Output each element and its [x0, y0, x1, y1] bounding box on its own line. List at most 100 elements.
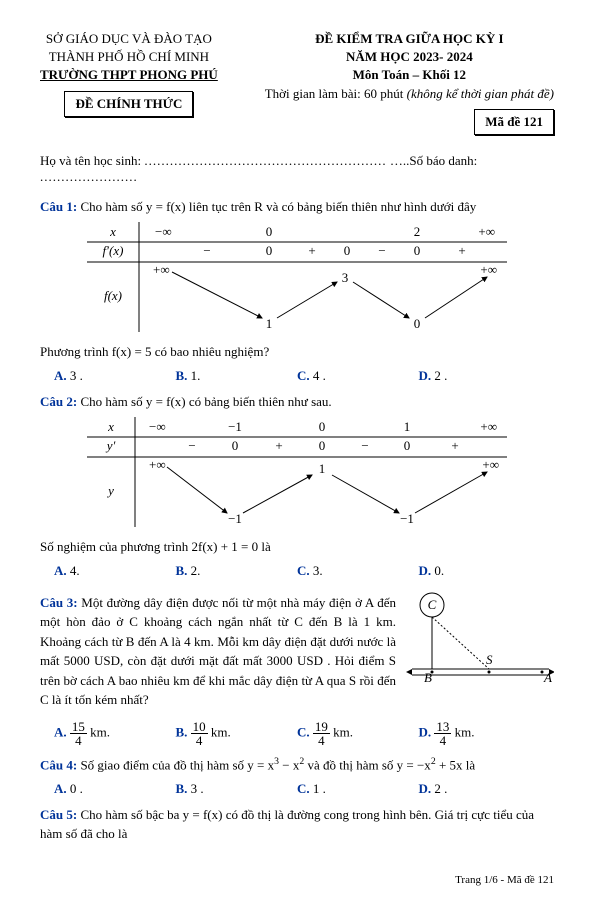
q3-diagram: C B S A — [396, 587, 554, 701]
svg-text:1: 1 — [266, 316, 273, 331]
svg-text:−∞: −∞ — [155, 224, 172, 239]
svg-text:+: + — [458, 243, 465, 258]
svg-text:y′: y′ — [105, 438, 116, 453]
svg-text:+∞: +∞ — [478, 224, 495, 239]
q2-label: Câu 2: — [40, 394, 77, 409]
q3-answer-a: A. 154 km. — [54, 720, 176, 747]
svg-text:1: 1 — [319, 461, 326, 476]
q1-answers: A. 3 . B. 1. C. 4 . D. 2 . — [40, 368, 554, 384]
q5-label: Câu 5: — [40, 807, 77, 822]
svg-text:y: y — [106, 483, 114, 498]
q3-label: Câu 3: — [40, 595, 78, 610]
q2-answer-c: C. 3. — [297, 563, 419, 579]
svg-text:0: 0 — [266, 243, 273, 258]
q4-text-b: − x — [279, 757, 299, 772]
q2-followup: Số nghiệm của phương trình 2f(x) + 1 = 0… — [40, 537, 554, 557]
svg-text:1: 1 — [404, 419, 411, 434]
svg-text:+∞: +∞ — [153, 262, 170, 277]
exam-time-note: (không kể thời gian phát đề) — [407, 86, 554, 101]
question-5: Câu 5: Cho hàm số bậc ba y = f(x) có đồ … — [40, 805, 554, 844]
q1-answer-a: A. 3 . — [54, 368, 176, 384]
svg-text:0: 0 — [404, 438, 411, 453]
name-label: Họ và tên học sinh: — [40, 153, 144, 168]
sbd-dots: ....................... — [40, 169, 138, 184]
exam-time: Thời gian làm bài: 60 phút (không kể thờ… — [265, 85, 554, 103]
q4-answer-a: A. 0 . — [54, 781, 176, 797]
exam-title-1: ĐỀ KIỂM TRA GIỮA HỌC KỲ I — [265, 30, 554, 48]
q3-text: Một đường dây điện được nối từ một nhà m… — [40, 595, 396, 708]
exam-time-text: Thời gian làm bài: 60 phút — [265, 86, 407, 101]
student-info-line: Họ và tên học sinh: ....................… — [40, 153, 554, 185]
page-footer: Trang 1/6 - Mã đề 121 — [40, 874, 554, 886]
name-dots: ........................................… — [144, 153, 386, 168]
official-exam-box: ĐỀ CHÍNH THỨC — [64, 91, 193, 117]
q1-answer-c: C. 4 . — [297, 368, 419, 384]
svg-text:2: 2 — [414, 224, 421, 239]
exam-subject: Môn Toán – Khối 12 — [265, 66, 554, 84]
school-name: TRƯỜNG THPT PHONG PHÚ — [40, 66, 218, 84]
q4-label: Câu 4: — [40, 757, 77, 772]
svg-text:x: x — [107, 419, 114, 434]
svg-text:+: + — [308, 243, 315, 258]
svg-text:−: − — [361, 438, 368, 453]
q3-answer-d: D. 134 km. — [419, 720, 541, 747]
svg-text:0: 0 — [319, 438, 326, 453]
svg-text:f′(x): f′(x) — [103, 243, 124, 258]
svg-text:0: 0 — [344, 243, 351, 258]
q3-answer-c: C. 194 km. — [297, 720, 419, 747]
svg-text:f(x): f(x) — [104, 288, 122, 303]
org-line-2: THÀNH PHỐ HỒ CHÍ MINH — [40, 48, 218, 66]
q4-answer-c: C. 1 . — [297, 781, 419, 797]
svg-text:S: S — [486, 652, 493, 667]
svg-text:0: 0 — [414, 316, 421, 331]
svg-text:0: 0 — [414, 243, 421, 258]
header-right: ĐỀ KIỂM TRA GIỮA HỌC KỲ I NĂM HỌC 2023- … — [265, 30, 554, 135]
svg-text:0: 0 — [266, 224, 273, 239]
q1-label: Câu 1: — [40, 199, 77, 214]
q2-answer-b: B. 2. — [176, 563, 298, 579]
svg-text:0: 0 — [232, 438, 239, 453]
q3-answer-b: B. 104 km. — [176, 720, 298, 747]
q4-text-d: + 5x là — [436, 757, 475, 772]
svg-text:3: 3 — [342, 270, 349, 285]
exam-code-box: Mã đề 121 — [474, 109, 554, 135]
question-4: Câu 4: Số giao điểm của đồ thị hàm số y … — [40, 755, 554, 775]
q1-answer-b: B. 1. — [176, 368, 298, 384]
q1-variation-table: x f′(x) f(x) −∞ 0 2 +∞ − 0 + 0 − 0 + +∞ … — [40, 222, 554, 336]
svg-text:−: − — [378, 243, 385, 258]
header-left: SỞ GIÁO DỤC VÀ ĐÀO TẠO THÀNH PHỐ HỒ CHÍ … — [40, 30, 218, 135]
svg-text:−: − — [203, 243, 210, 258]
svg-text:−1: −1 — [228, 511, 242, 526]
svg-text:0: 0 — [319, 419, 326, 434]
q4-text-c: và đồ thị hàm số y = −x — [304, 757, 431, 772]
question-1: Câu 1: Cho hàm số y = f(x) liên tục trên… — [40, 197, 554, 217]
svg-text:+∞: +∞ — [482, 457, 499, 472]
svg-text:−: − — [188, 438, 195, 453]
svg-text:+∞: +∞ — [149, 457, 166, 472]
q1-followup: Phương trình f(x) = 5 có bao nhiêu nghiệ… — [40, 342, 554, 362]
svg-text:+: + — [275, 438, 282, 453]
svg-text:+∞: +∞ — [480, 262, 497, 277]
q4-answers: A. 0 . B. 3 . C. 1 . D. 2 . — [40, 781, 554, 797]
svg-text:+∞: +∞ — [480, 419, 497, 434]
svg-text:x: x — [109, 224, 116, 239]
q5-text: Cho hàm số bậc ba y = f(x) có đồ thị là … — [40, 807, 534, 842]
q3-answers: A. 154 km. B. 104 km. C. 194 km. D. 134 … — [40, 720, 554, 747]
svg-text:−1: −1 — [400, 511, 414, 526]
q1-answer-d: D. 2 . — [419, 368, 541, 384]
q4-text-a: Số giao điểm của đồ thị hàm số y = x — [77, 757, 274, 772]
svg-text:C: C — [428, 597, 437, 612]
sbd-label: Số báo danh: — [409, 153, 477, 168]
q4-answer-d: D. 2 . — [419, 781, 541, 797]
question-3: Câu 3: Một đường dây điện được nối từ mộ… — [40, 593, 396, 710]
q2-answers: A. 4. B. 2. C. 3. D. 0. — [40, 563, 554, 579]
svg-text:+: + — [451, 438, 458, 453]
q1-text: Cho hàm số y = f(x) liên tục trên R và c… — [77, 199, 476, 214]
q4-answer-b: B. 3 . — [176, 781, 298, 797]
svg-text:−1: −1 — [228, 419, 242, 434]
header: SỞ GIÁO DỤC VÀ ĐÀO TẠO THÀNH PHỐ HỒ CHÍ … — [40, 30, 554, 135]
exam-title-2: NĂM HỌC 2023- 2024 — [265, 48, 554, 66]
org-line-1: SỞ GIÁO DỤC VÀ ĐÀO TẠO — [40, 30, 218, 48]
svg-text:−∞: −∞ — [149, 419, 166, 434]
question-3-row: Câu 3: Một đường dây điện được nối từ mộ… — [40, 587, 554, 716]
